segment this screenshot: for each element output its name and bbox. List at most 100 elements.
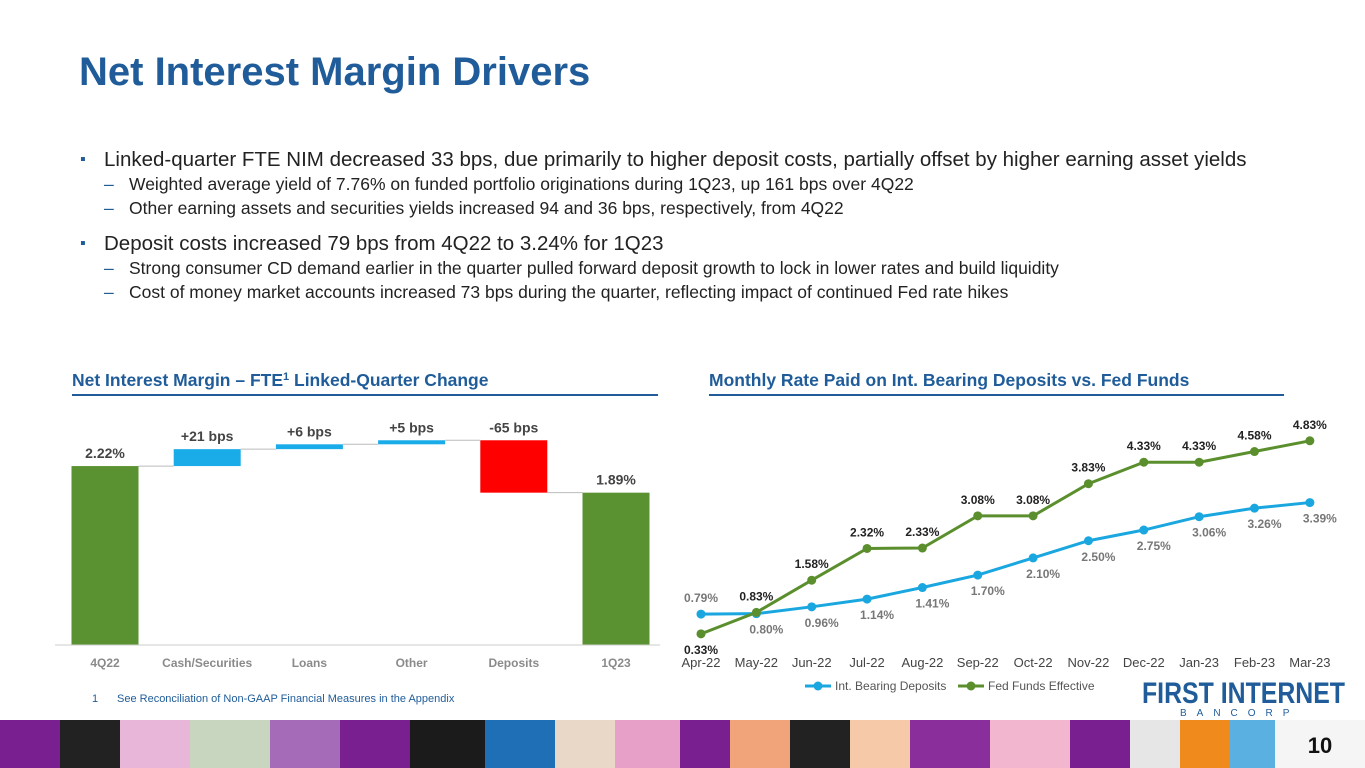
logo-sub: BANCORP (1180, 708, 1299, 719)
value-label: 0.79% (684, 591, 718, 605)
legend-marker (966, 681, 976, 691)
x-tick-label: Loans (292, 656, 328, 670)
value-label: -65 bps (489, 419, 538, 435)
chart-title: Net Interest Margin – FTE1 Linked-Quarte… (72, 370, 489, 390)
point (1194, 457, 1204, 467)
value-label: 4.33% (1182, 439, 1216, 453)
sub-bullet: Cost of money market accounts increased … (80, 280, 1320, 304)
x-tick-label: Mar-23 (1289, 655, 1330, 670)
x-tick-label: Oct-22 (1014, 655, 1053, 670)
footnote-number: 1 (92, 693, 98, 705)
value-label: 3.08% (1016, 493, 1050, 507)
point (1139, 457, 1149, 467)
value-label: 2.50% (1081, 550, 1115, 564)
value-label: +21 bps (181, 428, 234, 444)
chart-title: Monthly Rate Paid on Int. Bearing Deposi… (709, 370, 1190, 390)
bar (378, 440, 446, 445)
point (1250, 447, 1259, 457)
x-tick-label: Dec-22 (1123, 655, 1165, 670)
title-part: Linked-Quarter Change (289, 370, 489, 390)
value-label: 1.70% (971, 584, 1005, 598)
point (862, 543, 872, 553)
value-label: 4.58% (1237, 429, 1271, 443)
legend-label: Int. Bearing Deposits (835, 679, 946, 693)
bar (275, 444, 343, 450)
value-label: 0.96% (805, 616, 839, 630)
value-label: +6 bps (287, 423, 332, 439)
value-label: 2.10% (1026, 567, 1060, 581)
x-tick-label: Nov-22 (1067, 655, 1109, 670)
series-line (700, 501, 1311, 616)
point (973, 570, 983, 580)
value-label: 1.41% (915, 597, 949, 611)
value-label: 3.26% (1247, 517, 1281, 531)
point (696, 629, 706, 639)
bullet: Linked-quarter FTE NIM decreased 33 bps,… (80, 148, 1320, 172)
point (1028, 511, 1038, 521)
legend-marker (813, 681, 823, 691)
value-label: 1.89% (596, 472, 636, 488)
x-tick-label: Apr-22 (681, 655, 720, 670)
point (1139, 525, 1149, 535)
x-tick-label: Jun-22 (792, 655, 832, 670)
value-label: 0.80% (749, 623, 783, 637)
value-label: +5 bps (389, 419, 434, 435)
bar (173, 449, 241, 467)
value-label: 1.14% (860, 608, 894, 622)
point (696, 609, 706, 619)
bar (582, 492, 650, 645)
x-tick-label: Feb-23 (1234, 655, 1275, 670)
x-tick-label: Jul-22 (849, 655, 884, 670)
value-label: 4.33% (1127, 439, 1161, 453)
bullet-list: Linked-quarter FTE NIM decreased 33 bps,… (80, 136, 1320, 304)
x-tick-label: May-22 (735, 655, 778, 670)
decor-strip (0, 720, 1365, 768)
value-label: 2.75% (1137, 539, 1171, 553)
footnote-text: See Reconciliation of Non-GAAP Financial… (117, 693, 455, 705)
slide-title: Net Interest Margin Drivers (79, 50, 591, 94)
x-tick-label: 4Q22 (90, 656, 120, 670)
legend-label: Fed Funds Effective (988, 679, 1095, 693)
point (1194, 512, 1204, 522)
value-label: 0.83% (739, 589, 773, 603)
point (1305, 498, 1315, 508)
sub-bullet: Strong consumer CD demand earlier in the… (80, 256, 1320, 280)
x-tick-label: Deposits (488, 656, 539, 670)
logo-name: FIRST INTERNET (1142, 677, 1345, 710)
value-label: 0.33% (684, 643, 718, 657)
value-label: 2.32% (850, 525, 884, 539)
value-label: 3.08% (961, 493, 995, 507)
point (1250, 503, 1259, 513)
page-number: 10 (1308, 733, 1332, 758)
x-tick-label: Aug-22 (901, 655, 943, 670)
point (751, 607, 761, 617)
value-label: 2.22% (85, 445, 125, 461)
sub-bullet: Weighted average yield of 7.76% on funde… (80, 172, 1320, 196)
point (807, 602, 817, 612)
sub-bullet: Other earning assets and securities yiel… (80, 196, 1320, 220)
value-label: 1.58% (795, 557, 829, 571)
x-tick-label: Other (396, 656, 428, 670)
series-line (700, 439, 1311, 636)
point (1028, 553, 1038, 563)
value-label: 4.83% (1293, 418, 1327, 432)
bar (480, 440, 548, 493)
point (1083, 536, 1093, 546)
value-label: 3.06% (1192, 526, 1226, 540)
point (1083, 479, 1093, 489)
title-part: 1 (283, 371, 289, 383)
bullet: Deposit costs increased 79 bps from 4Q22… (80, 232, 1320, 256)
point (807, 575, 817, 585)
point (917, 543, 927, 553)
x-tick-label: Jan-23 (1179, 655, 1219, 670)
value-label: 2.33% (905, 525, 939, 539)
value-label: 3.39% (1303, 512, 1337, 526)
bar (71, 466, 139, 645)
title-part: Net Interest Margin – FTE (72, 370, 283, 390)
x-tick-label: Sep-22 (957, 655, 999, 670)
x-tick-label: 1Q23 (601, 656, 631, 670)
point (1305, 436, 1315, 446)
value-label: 3.83% (1071, 461, 1105, 475)
